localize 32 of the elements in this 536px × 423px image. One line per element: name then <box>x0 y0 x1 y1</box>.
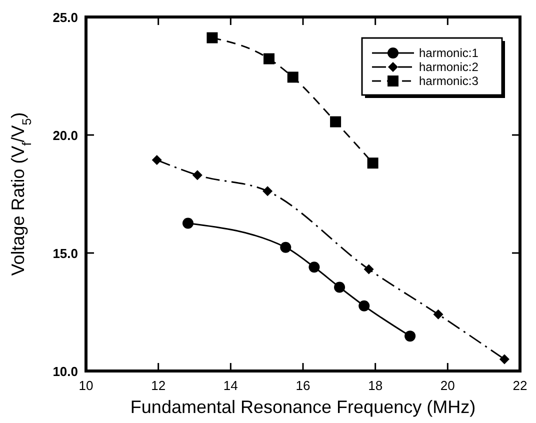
x-axis-title: Fundamental Resonance Frequency (MHz) <box>130 397 476 417</box>
point <box>262 186 273 196</box>
point <box>334 282 346 293</box>
y-tick-label: 15.0 <box>52 246 78 261</box>
y-tick-label: 25.0 <box>52 10 78 25</box>
legend-label: harmonic:1 <box>419 46 479 60</box>
point <box>364 264 374 274</box>
x-tick-label: 10 <box>78 378 94 393</box>
point <box>308 262 320 273</box>
legend-label: harmonic:3 <box>419 74 479 88</box>
point <box>206 32 218 44</box>
point <box>280 242 292 253</box>
x-tick-label: 20 <box>440 378 455 393</box>
point <box>499 354 510 364</box>
x-tick-label: 18 <box>368 378 383 393</box>
legend-label: harmonic:2 <box>419 60 479 74</box>
point <box>367 158 378 169</box>
x-tick-label: 14 <box>223 378 238 393</box>
point <box>330 116 342 128</box>
point <box>358 300 370 312</box>
x-tick-label: 16 <box>296 378 310 393</box>
point <box>192 170 202 180</box>
point <box>433 309 444 320</box>
point <box>264 53 275 64</box>
x-tick-label: 22 <box>512 378 528 393</box>
point <box>152 155 162 166</box>
y-tick-label: 10.0 <box>52 364 78 379</box>
point <box>404 330 416 342</box>
point <box>182 218 194 229</box>
y-tick-label: 20.0 <box>52 128 78 143</box>
point <box>287 72 298 83</box>
x-tick-label: 12 <box>151 378 166 393</box>
